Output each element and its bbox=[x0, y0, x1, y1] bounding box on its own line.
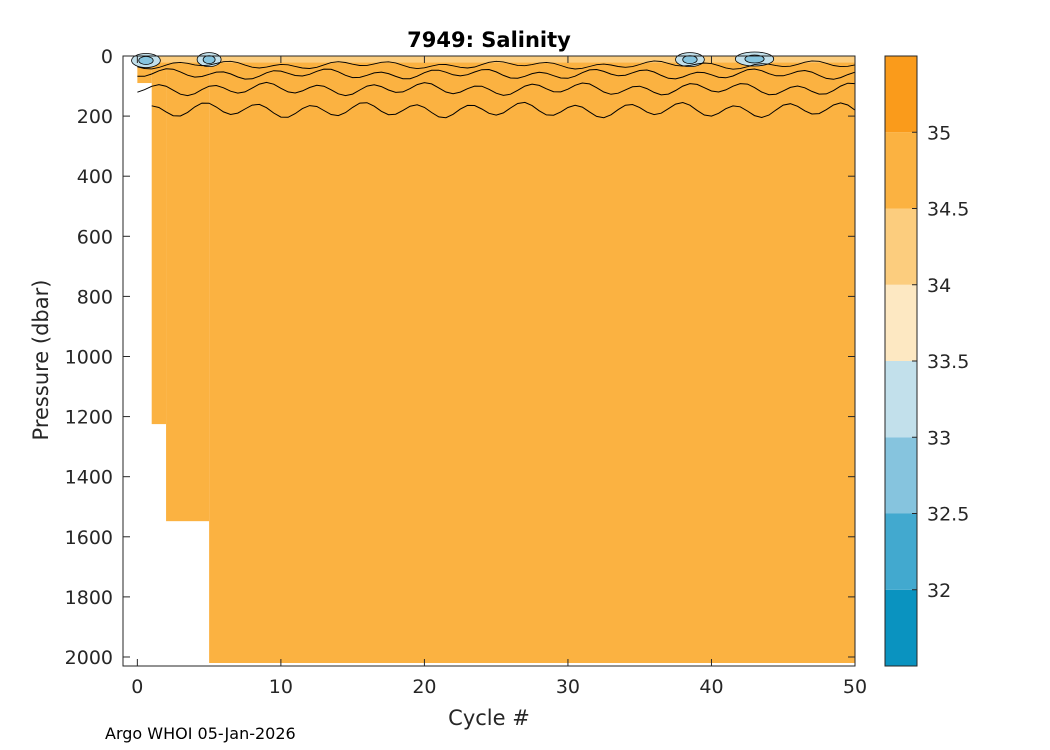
surface-contours bbox=[131, 51, 856, 119]
colorbar: 32 32.5 33 33.5 34 34.5 35 bbox=[884, 55, 969, 667]
fresh-core-1 bbox=[202, 55, 216, 65]
y-tick-label: 1000 bbox=[65, 346, 113, 368]
colorbar-swatch bbox=[885, 513, 917, 590]
y-tick-label: 1800 bbox=[65, 587, 113, 609]
chart-title: 7949: Salinity bbox=[407, 28, 571, 52]
y-tick-label: 1400 bbox=[65, 467, 113, 489]
fresh-core-3 bbox=[744, 54, 765, 64]
contour-line-1 bbox=[137, 68, 856, 80]
colorbar-swatch bbox=[885, 208, 917, 285]
colorbar-swatch bbox=[885, 284, 917, 361]
plot-frame bbox=[122, 55, 856, 667]
colorbar-tick-label: 33.5 bbox=[927, 351, 969, 373]
plot-area bbox=[131, 51, 856, 668]
colorbar-tick-label: 33 bbox=[927, 427, 951, 449]
colorbar-swatch bbox=[885, 361, 917, 438]
y-tick-label: 0 bbox=[101, 46, 113, 68]
colorbar-swatch bbox=[885, 132, 917, 209]
y-tick-label: 1200 bbox=[65, 407, 113, 429]
x-tick-label: 0 bbox=[131, 676, 143, 698]
fresh-core-2 bbox=[682, 55, 698, 65]
section-fill-1 bbox=[151, 56, 167, 425]
colorbar-tick-label: 34.5 bbox=[927, 199, 969, 221]
colorbar-tick-label: 35 bbox=[927, 122, 951, 144]
x-tick-label: 30 bbox=[556, 676, 580, 698]
colorbar-tick-label: 34 bbox=[927, 275, 951, 297]
section-fill-2 bbox=[166, 56, 210, 522]
contour-line-3 bbox=[151, 101, 856, 119]
y-tick-label: 600 bbox=[77, 226, 113, 248]
surface-band bbox=[137, 56, 856, 63]
x-tick-label: 50 bbox=[843, 676, 867, 698]
x-tick-label: 10 bbox=[269, 676, 293, 698]
y-axis-label: Pressure (dbar) bbox=[29, 280, 53, 441]
y-tick-label: 800 bbox=[77, 286, 113, 308]
section-fill-3 bbox=[209, 56, 855, 663]
contour-line-0 bbox=[137, 60, 856, 70]
x-tick-label: 40 bbox=[699, 676, 723, 698]
contour-line-2 bbox=[137, 81, 856, 97]
colorbar-swatch bbox=[885, 589, 917, 666]
colorbar-tick-label: 32 bbox=[927, 580, 951, 602]
y-tick-label: 2000 bbox=[65, 647, 113, 669]
footer-credit: Argo WHOI 05-Jan-2026 bbox=[105, 724, 296, 743]
axes: 0 10 20 30 40 50 0 200 400 600 800 1000 1200 1400 1600… bbox=[65, 46, 867, 698]
colorbar-tick-label: 32.5 bbox=[927, 504, 969, 526]
colorbar-swatch bbox=[885, 56, 917, 133]
y-tick-label: 200 bbox=[77, 106, 113, 128]
y-tick-label: 400 bbox=[77, 166, 113, 188]
x-tick-label: 20 bbox=[412, 676, 436, 698]
x-axis-label: Cycle # bbox=[448, 706, 530, 730]
y-tick-label: 1600 bbox=[65, 527, 113, 549]
colorbar-swatch bbox=[885, 437, 917, 514]
fresh-core-0 bbox=[138, 56, 154, 65]
